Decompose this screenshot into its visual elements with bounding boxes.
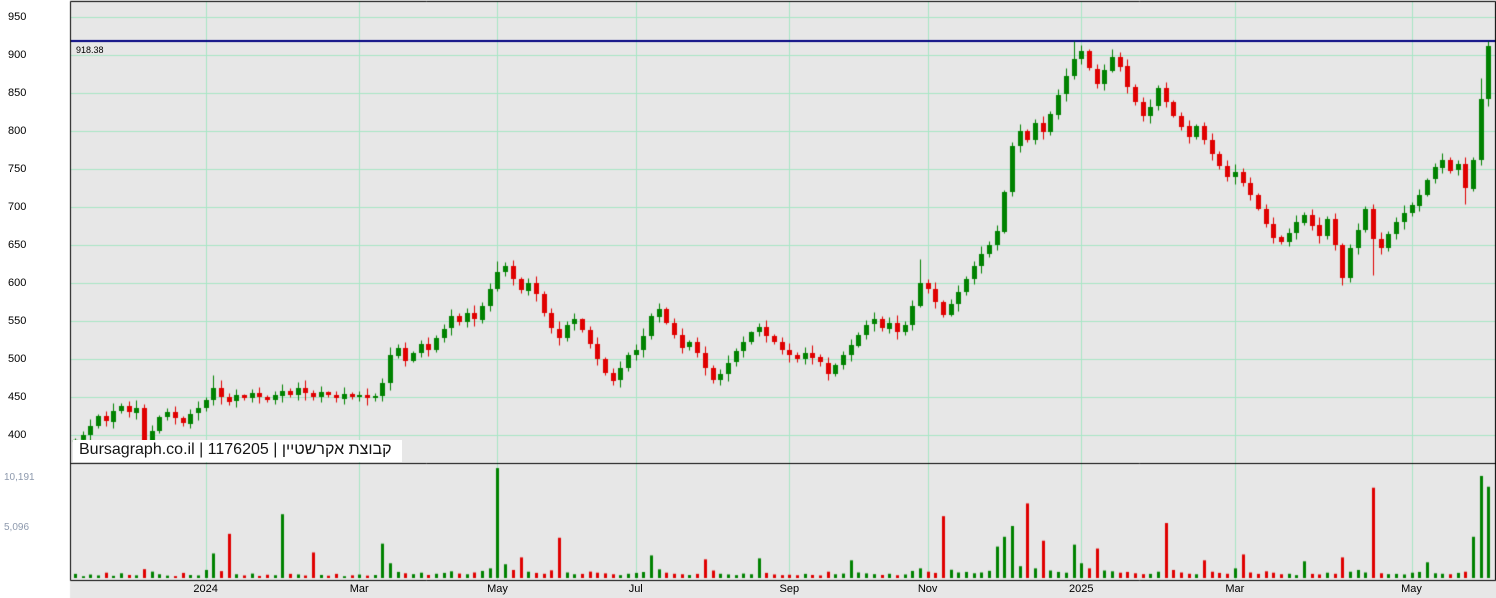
watermark: Bursagraph.co.il | 1176205 | קבוצת אקרשט… <box>73 440 402 462</box>
last-price-label: 918.38 <box>76 45 104 55</box>
